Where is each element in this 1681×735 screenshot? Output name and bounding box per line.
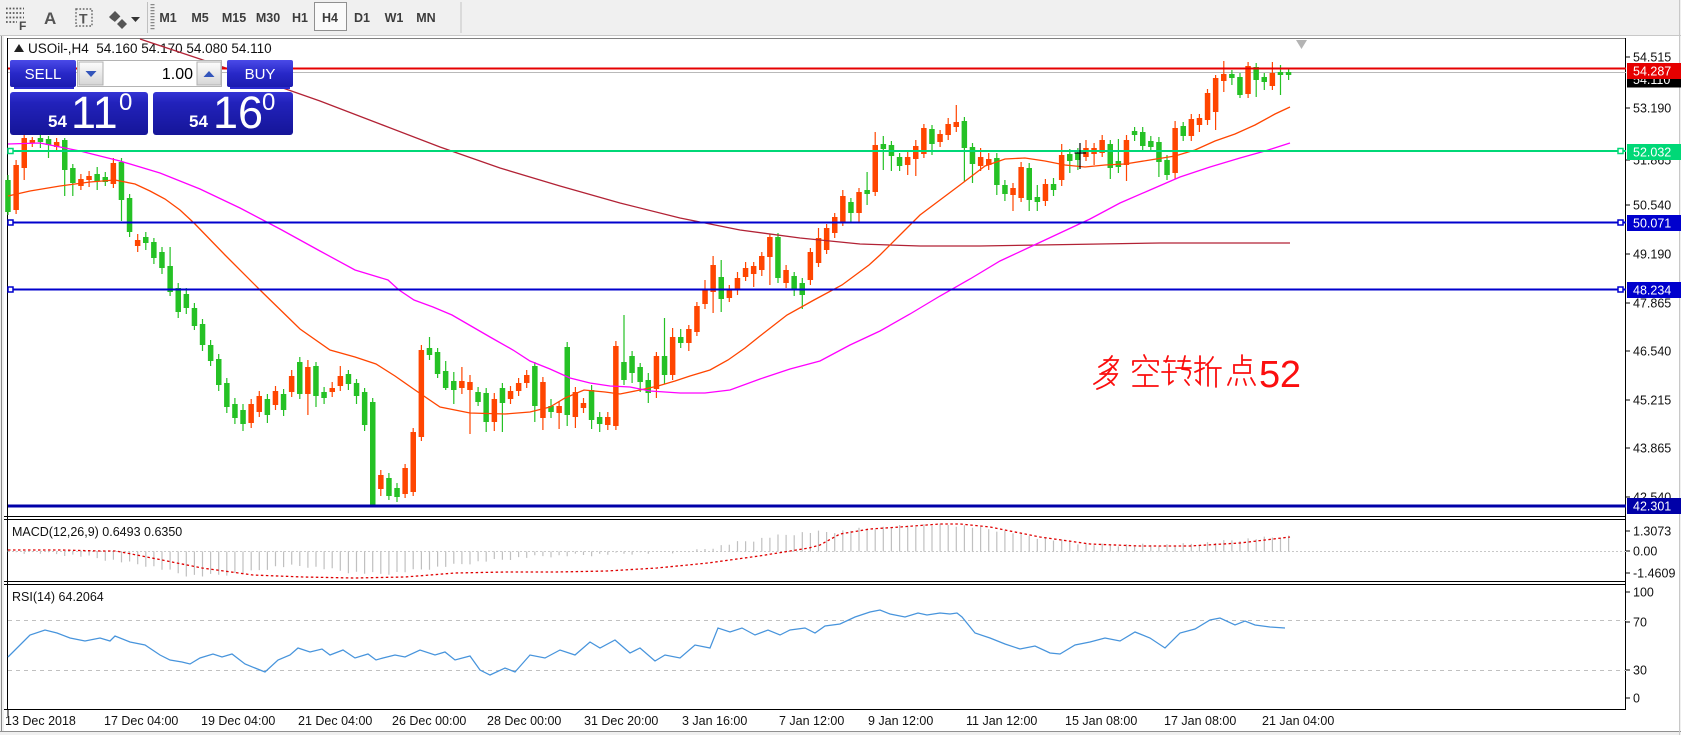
svg-text:54: 54: [48, 112, 67, 131]
svg-text:42.301: 42.301: [1633, 500, 1671, 514]
svg-text:70: 70: [1633, 616, 1647, 630]
svg-text:21 Dec 04:00: 21 Dec 04:00: [298, 714, 372, 728]
svg-text:31 Dec 20:00: 31 Dec 20:00: [584, 714, 658, 728]
svg-text:16: 16: [213, 87, 263, 138]
svg-text:19 Dec 04:00: 19 Dec 04:00: [201, 714, 275, 728]
svg-text:F: F: [19, 19, 26, 33]
svg-text:9 Jan 12:00: 9 Jan 12:00: [868, 714, 933, 728]
svg-text:0.00: 0.00: [1633, 545, 1657, 559]
svg-text:H4: H4: [322, 11, 338, 25]
svg-text:MN: MN: [416, 11, 435, 25]
svg-text:49.190: 49.190: [1633, 248, 1671, 262]
svg-text:17 Jan 08:00: 17 Jan 08:00: [1164, 714, 1236, 728]
svg-text:54: 54: [189, 112, 208, 131]
svg-text:50.071: 50.071: [1633, 217, 1671, 231]
svg-text:H1: H1: [292, 11, 308, 25]
svg-text:53.190: 53.190: [1633, 102, 1671, 116]
svg-text:D1: D1: [354, 11, 370, 25]
svg-text:-1.4609: -1.4609: [1633, 567, 1675, 581]
svg-text:30: 30: [1633, 664, 1647, 678]
svg-text:T: T: [79, 11, 88, 27]
svg-text:100: 100: [1633, 586, 1654, 600]
svg-text:1.00: 1.00: [162, 66, 193, 83]
svg-text:BUY: BUY: [245, 66, 276, 83]
svg-text:7 Jan 12:00: 7 Jan 12:00: [779, 714, 844, 728]
svg-text:15 Jan 08:00: 15 Jan 08:00: [1065, 714, 1137, 728]
svg-text:54.515: 54.515: [1633, 51, 1671, 65]
svg-text:50.540: 50.540: [1633, 199, 1671, 213]
svg-text:47.865: 47.865: [1633, 297, 1671, 311]
svg-text:0: 0: [262, 89, 275, 116]
svg-text:52: 52: [1259, 354, 1301, 396]
svg-text:52.032: 52.032: [1633, 146, 1671, 160]
svg-text:0: 0: [119, 89, 132, 116]
svg-text:A: A: [44, 9, 56, 28]
svg-text:M15: M15: [222, 11, 246, 25]
svg-text:13 Dec 2018: 13 Dec 2018: [5, 714, 76, 728]
svg-text:54.287: 54.287: [1633, 65, 1671, 79]
svg-text:11: 11: [71, 87, 118, 138]
svg-text:48.234: 48.234: [1633, 284, 1671, 298]
svg-text:3 Jan 16:00: 3 Jan 16:00: [682, 714, 747, 728]
svg-text:0: 0: [1633, 692, 1640, 706]
svg-text:USOil-,H4 54.160 54.170 54.08: USOil-,H4 54.160 54.170 54.080 54.110: [28, 41, 272, 56]
svg-text:26 Dec 00:00: 26 Dec 00:00: [392, 714, 466, 728]
svg-text:W1: W1: [385, 11, 404, 25]
svg-text:46.540: 46.540: [1633, 345, 1671, 359]
svg-text:SELL: SELL: [25, 66, 62, 83]
svg-text:M5: M5: [191, 11, 208, 25]
svg-text:43.865: 43.865: [1633, 442, 1671, 456]
svg-text:28 Dec 00:00: 28 Dec 00:00: [487, 714, 561, 728]
svg-text:RSI(14) 64.2064: RSI(14) 64.2064: [12, 590, 104, 604]
svg-text:11 Jan 12:00: 11 Jan 12:00: [966, 714, 1037, 728]
svg-text:1.3073: 1.3073: [1633, 525, 1671, 539]
svg-text:45.215: 45.215: [1633, 394, 1671, 408]
svg-text:MACD(12,26,9) 0.6493 0.6350: MACD(12,26,9) 0.6493 0.6350: [12, 525, 182, 539]
svg-text:M30: M30: [256, 11, 280, 25]
svg-text:M1: M1: [159, 11, 176, 25]
svg-text:21 Jan 04:00: 21 Jan 04:00: [1262, 714, 1334, 728]
svg-text:17 Dec 04:00: 17 Dec 04:00: [104, 714, 178, 728]
